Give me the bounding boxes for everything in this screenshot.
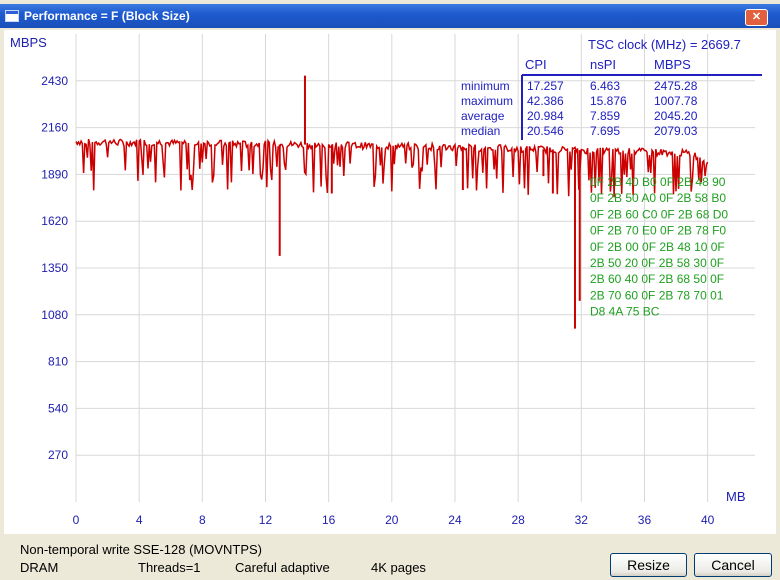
stats-cpi: 17.257 xyxy=(527,79,564,93)
stats-row-label: minimum xyxy=(461,79,510,93)
x-tick-label: 0 xyxy=(73,513,80,527)
stats-cpi: 20.546 xyxy=(527,124,564,138)
tsc-clock-label: TSC clock (MHz) = 2669.7 xyxy=(588,37,741,52)
stats-row-label: maximum xyxy=(461,94,513,108)
stats-header: nsPI xyxy=(590,57,616,72)
close-button[interactable]: ✕ xyxy=(745,9,768,26)
stats-header: CPI xyxy=(525,57,547,72)
adaptive-mode: Careful adaptive xyxy=(235,560,330,575)
memory-type: DRAM xyxy=(20,560,59,575)
x-tick-label: 28 xyxy=(511,513,525,527)
hex-dump-line: D8 4A 75 BC xyxy=(590,305,660,319)
stats-mbps: 2079.03 xyxy=(654,124,698,138)
x-axis-label: MB xyxy=(726,489,746,504)
stats-mbps: 2045.20 xyxy=(654,109,698,123)
y-tick-label: 1620 xyxy=(41,214,68,228)
stats-row-label: average xyxy=(461,109,505,123)
y-tick-label: 810 xyxy=(48,355,68,369)
y-axis-label: MBPS xyxy=(10,35,47,50)
y-tick-label: 270 xyxy=(48,448,68,462)
hex-dump-line: 2B 70 60 0F 2B 78 70 01 xyxy=(590,288,724,302)
window-app-icon xyxy=(5,10,19,22)
x-tick-label: 16 xyxy=(322,513,336,527)
y-tick-label: 1080 xyxy=(41,308,68,322)
hex-dump-line: 0F 2B 70 E0 0F 2B 78 F0 xyxy=(590,224,726,238)
stats-nspi: 6.463 xyxy=(590,79,620,93)
stats-cpi: 42.386 xyxy=(527,94,564,108)
test-description: Non-temporal write SSE-128 (MOVNTPS) xyxy=(20,542,263,557)
hex-dump-line: 2B 60 40 0F 2B 68 50 0F xyxy=(590,272,724,286)
x-tick-label: 32 xyxy=(575,513,589,527)
y-tick-label: 1350 xyxy=(41,261,68,275)
x-tick-label: 24 xyxy=(448,513,462,527)
y-tick-label: 1890 xyxy=(41,167,68,181)
hex-dump-line: 0F 2B 40 B0 0F 2B 48 90 xyxy=(590,175,726,189)
page-size: 4K pages xyxy=(371,560,426,575)
plot-area: 270 540 810 1080 1350 1620 1890 2160 2430 0 4 8 12 16… xyxy=(4,30,776,534)
x-tick-label: 20 xyxy=(385,513,399,527)
x-tick-label: 4 xyxy=(136,513,143,527)
stats-header: MBPS xyxy=(654,57,691,72)
stats-row-label: median xyxy=(461,124,500,138)
x-tick-label: 8 xyxy=(199,513,206,527)
stats-cpi: 20.984 xyxy=(527,109,564,123)
stats-nspi: 7.859 xyxy=(590,109,620,123)
y-tick-label: 2430 xyxy=(41,74,68,88)
stats-mbps: 2475.28 xyxy=(654,79,698,93)
cancel-button[interactable]: Cancel xyxy=(694,553,772,577)
resize-button[interactable]: Resize xyxy=(610,553,687,577)
threads-count: Threads=1 xyxy=(138,560,201,575)
hex-dump-line: 0F 2B 00 0F 2B 48 10 0F xyxy=(590,240,725,254)
x-tick-label: 12 xyxy=(259,513,273,527)
y-tick-label: 2160 xyxy=(41,121,68,135)
title-bar[interactable]: Performance = F (Block Size) ✕ xyxy=(0,4,780,28)
stats-nspi: 7.695 xyxy=(590,124,620,138)
stats-nspi: 15.876 xyxy=(590,94,627,108)
series-line xyxy=(75,138,709,198)
y-tick-label: 540 xyxy=(48,401,68,415)
x-tick-label: 36 xyxy=(638,513,652,527)
hex-dump-line: 0F 2B 50 A0 0F 2B 58 B0 xyxy=(590,191,726,205)
x-tick-label: 40 xyxy=(701,513,715,527)
stats-bracket xyxy=(521,74,762,140)
stats-mbps: 1007.78 xyxy=(654,94,698,108)
hex-dump-line: 0F 2B 60 C0 0F 2B 68 D0 xyxy=(590,207,728,221)
hex-dump-line: 2B 50 20 0F 2B 58 30 0F xyxy=(590,256,724,270)
window-title: Performance = F (Block Size) xyxy=(24,9,190,23)
